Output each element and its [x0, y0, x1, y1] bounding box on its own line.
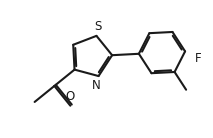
Text: N: N — [92, 79, 101, 92]
Text: O: O — [65, 90, 74, 104]
Text: F: F — [194, 52, 201, 65]
Text: S: S — [94, 20, 101, 33]
